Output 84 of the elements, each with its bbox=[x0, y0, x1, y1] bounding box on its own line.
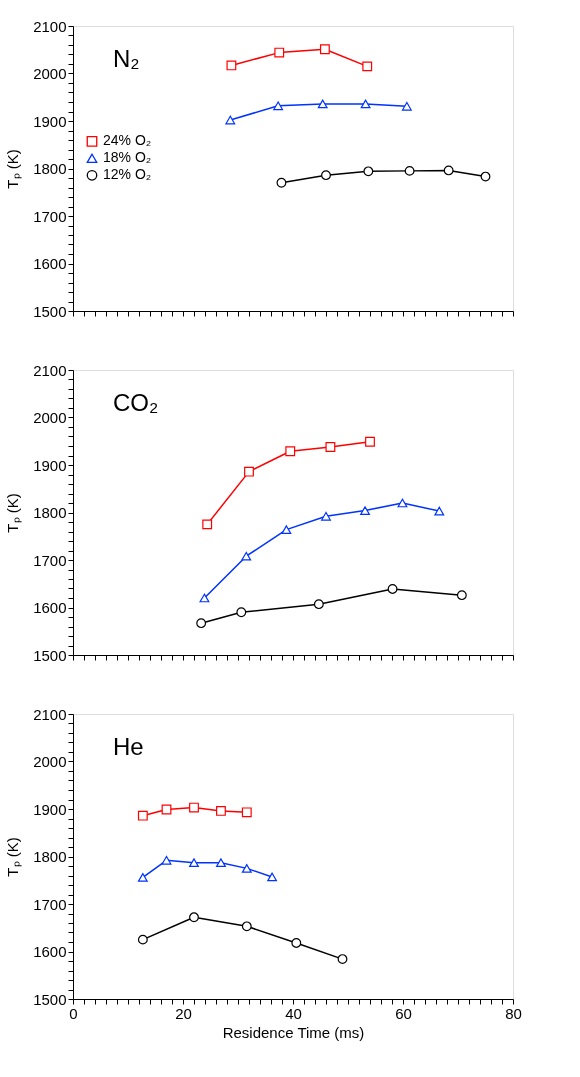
y-tick-label: 2100 bbox=[33, 361, 67, 379]
x-tick-label: 40 bbox=[285, 1004, 302, 1022]
y-tick-label: 1700 bbox=[33, 551, 67, 569]
annotation: He bbox=[113, 733, 144, 760]
y-tick-label: 1900 bbox=[33, 112, 67, 130]
point bbox=[337, 954, 348, 965]
y-tick-label: 2000 bbox=[33, 409, 67, 426]
legend-label: 12% O₂ bbox=[103, 166, 152, 183]
point bbox=[273, 101, 284, 111]
point bbox=[434, 506, 445, 516]
point bbox=[276, 177, 287, 188]
x-tick-label: 80 bbox=[505, 1004, 522, 1022]
point bbox=[161, 855, 172, 865]
y-tick-label: 1600 bbox=[33, 255, 67, 272]
point bbox=[317, 99, 328, 109]
point bbox=[360, 99, 371, 109]
point bbox=[325, 442, 336, 452]
point bbox=[480, 171, 491, 182]
x-tick-label: 0 bbox=[69, 1004, 78, 1022]
y-tick-label: 1800 bbox=[33, 160, 67, 177]
point bbox=[363, 166, 374, 177]
y-tick-label: 2000 bbox=[33, 753, 67, 770]
point bbox=[321, 170, 331, 181]
point bbox=[241, 921, 252, 932]
point bbox=[241, 807, 252, 818]
point bbox=[189, 802, 199, 813]
point bbox=[387, 584, 398, 594]
x-tick-label: 20 bbox=[175, 1004, 192, 1022]
point bbox=[137, 873, 148, 882]
y-tick-label: 1700 bbox=[33, 207, 67, 225]
y-tick-label: 2100 bbox=[33, 17, 67, 35]
point bbox=[291, 938, 302, 948]
point bbox=[456, 590, 467, 601]
y-tick-label: 1600 bbox=[33, 943, 67, 960]
x-tick-label: 60 bbox=[395, 1004, 412, 1022]
point bbox=[236, 607, 247, 618]
point bbox=[281, 525, 292, 534]
point bbox=[365, 436, 375, 447]
point bbox=[241, 864, 252, 873]
y-tick-label: 1900 bbox=[33, 456, 67, 474]
point bbox=[274, 47, 285, 58]
point bbox=[202, 519, 213, 530]
y-tick-label: 1600 bbox=[33, 599, 67, 616]
y-axis-title: Tₚ (K) bbox=[4, 149, 23, 189]
y-tick-label: 1500 bbox=[33, 646, 67, 664]
point bbox=[161, 804, 172, 815]
point bbox=[189, 912, 199, 923]
y-tick-label: 2100 bbox=[33, 705, 67, 723]
x-axis-title: Residence Time (ms) bbox=[222, 1023, 365, 1041]
y-axis-title: Tₚ (K) bbox=[4, 493, 23, 533]
point bbox=[401, 101, 412, 111]
point bbox=[404, 165, 415, 176]
point bbox=[137, 934, 148, 945]
point bbox=[225, 115, 236, 125]
point bbox=[226, 60, 237, 71]
point bbox=[199, 593, 210, 603]
point bbox=[244, 466, 254, 477]
legend-label: 18% O₂ bbox=[103, 149, 152, 166]
annotation: N₂ bbox=[113, 45, 140, 72]
legend-label: 24% O₂ bbox=[103, 132, 152, 149]
point bbox=[313, 599, 324, 610]
y-axis-title: Tₚ (K) bbox=[4, 837, 23, 877]
point bbox=[216, 858, 226, 868]
point bbox=[196, 618, 207, 629]
point bbox=[321, 511, 331, 521]
point bbox=[360, 506, 370, 515]
y-tick-label: 2000 bbox=[33, 65, 67, 82]
annotation: CO₂ bbox=[113, 389, 159, 416]
y-tick-label: 1500 bbox=[33, 990, 67, 1008]
point bbox=[216, 805, 226, 816]
point bbox=[319, 44, 330, 55]
y-tick-label: 1900 bbox=[33, 800, 67, 818]
y-tick-label: 1800 bbox=[33, 848, 67, 865]
point bbox=[397, 498, 408, 508]
y-tick-label: 1800 bbox=[33, 504, 67, 521]
point bbox=[189, 858, 199, 868]
point bbox=[362, 61, 373, 72]
point bbox=[267, 872, 278, 882]
y-tick-label: 1500 bbox=[33, 302, 67, 320]
point bbox=[241, 551, 252, 561]
y-tick-label: 1700 bbox=[33, 895, 67, 913]
point bbox=[137, 810, 148, 821]
point bbox=[443, 165, 454, 176]
point bbox=[285, 446, 296, 457]
